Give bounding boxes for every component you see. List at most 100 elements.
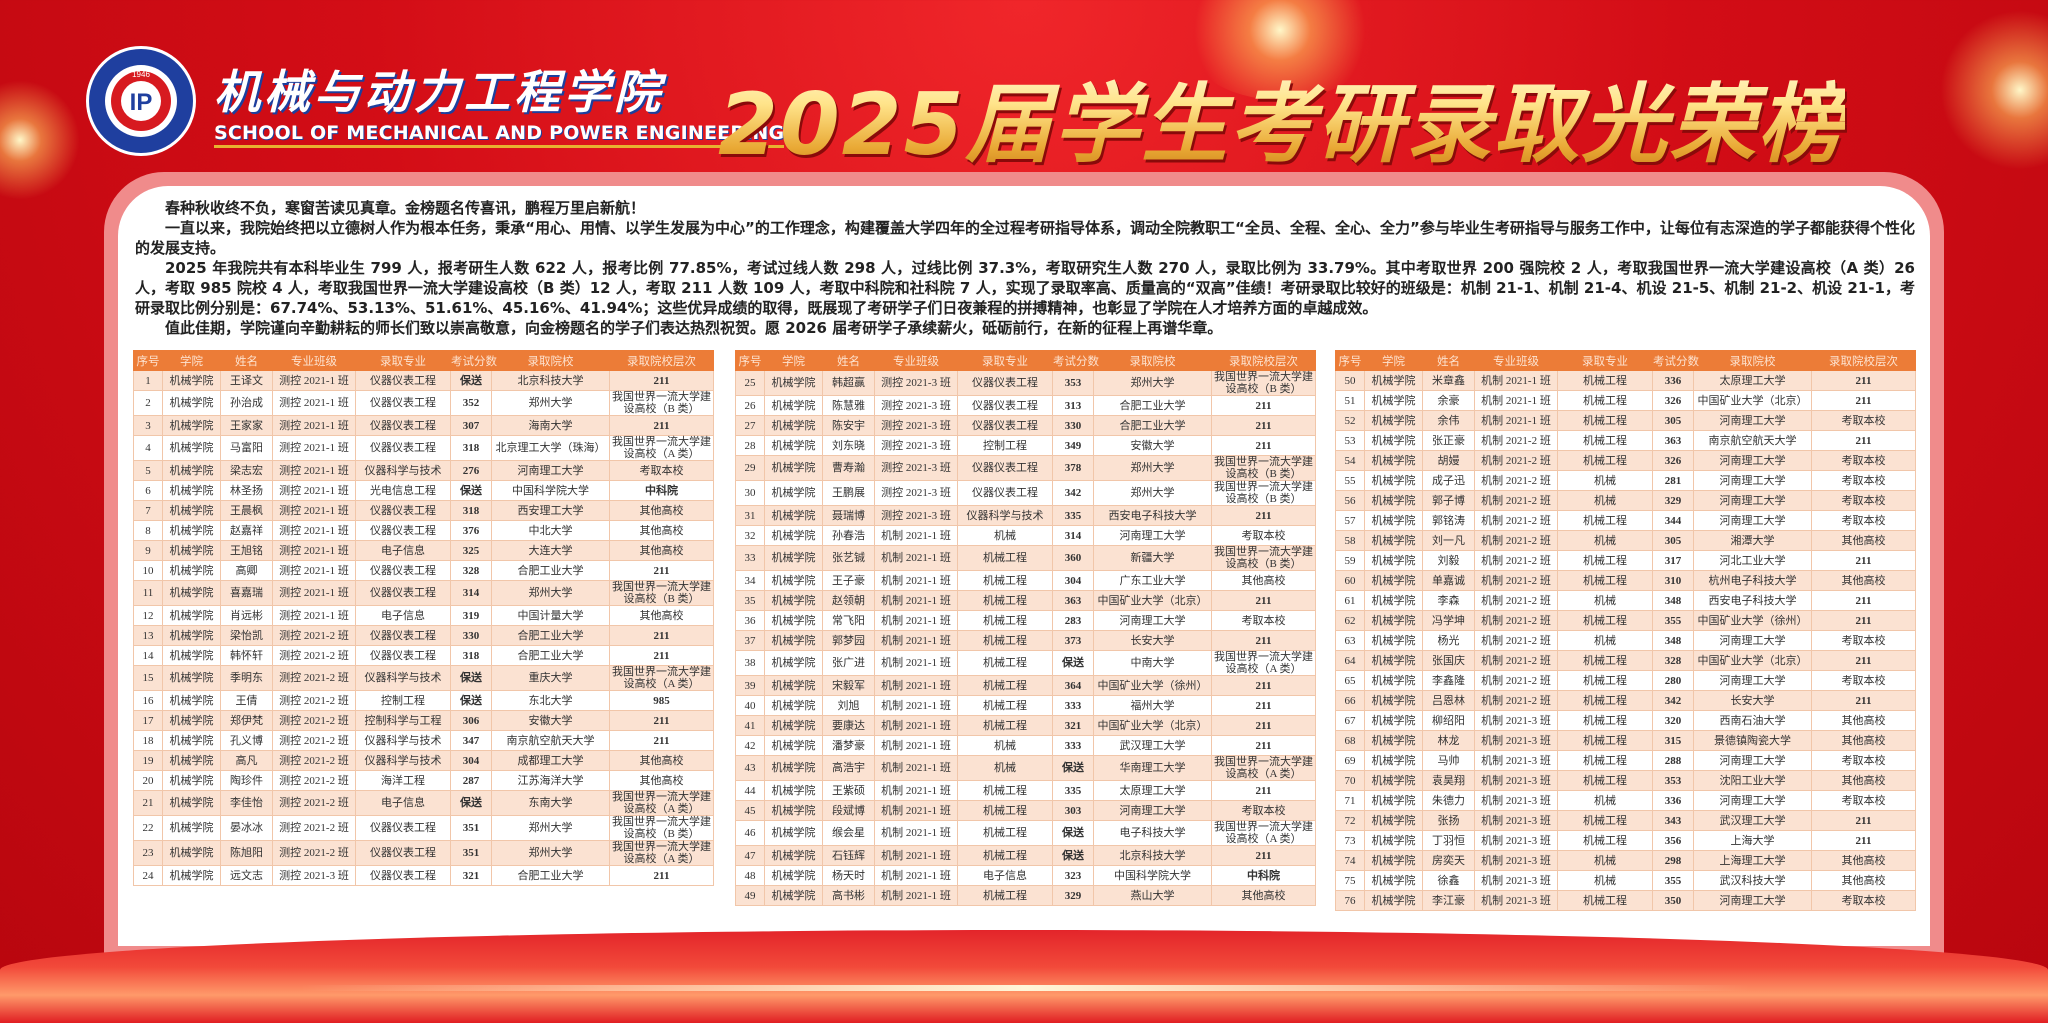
cell-school-level: 考取本校 (1811, 450, 1916, 471)
cell-school: 华南理工大学 (1093, 755, 1212, 781)
cell-school-level: 我国世界一流大学建设高校（A 类） (609, 840, 714, 866)
cell-school-level: 中科院 (1211, 865, 1316, 886)
cell-seq: 7 (133, 500, 163, 521)
cell-name: 高卿 (220, 560, 273, 581)
cell-score: 363 (1052, 590, 1094, 611)
cell-major: 机械工程 (1557, 390, 1653, 411)
cell-class: 测控 2021-3 班 (874, 455, 958, 481)
cell-score: 283 (1052, 610, 1094, 631)
table-row: 75 机械学院 徐鑫 机制 2021-3 班机械 355 武汉科技大学 其他高校 (1335, 870, 1916, 891)
table-row: 30 机械学院 王鹏展 测控 2021-3 班仪器仪表工程 342 郑州大学 我国世界一流大… (735, 480, 1316, 506)
table-row: 33 机械学院 张艺铖 机制 2021-1 班机械工程 360 新疆大学 我国世界一流大学建… (735, 545, 1316, 571)
cell-school-level: 其他高校 (609, 770, 714, 791)
cell-school: 江苏海洋大学 (491, 770, 610, 791)
cell-score: 325 (450, 540, 492, 561)
cell-seq: 41 (735, 715, 765, 736)
table-row: 74 机械学院 房奕天 机制 2021-3 班机械 298 上海理工大学 其他高校 (1335, 850, 1916, 871)
cell-name: 柳绍阳 (1422, 710, 1475, 731)
table-row: 25 机械学院 韩超赢 测控 2021-3 班仪器仪表工程 353 郑州大学 我国世界一流大… (735, 370, 1316, 396)
table-row: 24 机械学院 远文志 测控 2021-3 班仪器仪表工程 321 合肥工业大学 211 (133, 865, 714, 886)
cell-score: 320 (1652, 710, 1694, 731)
cell-college: 机械学院 (162, 645, 221, 666)
cell-name: 张扬 (1422, 810, 1475, 831)
cell-name: 孙治成 (220, 390, 273, 416)
cell-score: 保送 (450, 665, 492, 691)
table-row: 7 机械学院 王晨枫 测控 2021-1 班仪器仪表工程 318 西安理工大学 其他高校 (133, 500, 714, 521)
table-row: 76 机械学院 李江豪 机制 2021-3 班机械工程 350 河南理工大学 考取本校 (1335, 890, 1916, 911)
cell-class: 机制 2021-3 班 (1474, 890, 1558, 911)
table-row: 2 机械学院 孙治成 测控 2021-1 班仪器仪表工程 352 郑州大学 我国世界一流大学… (133, 390, 714, 416)
cell-class: 机制 2021-1 班 (874, 800, 958, 821)
cell-school-level: 211 (609, 645, 714, 666)
cell-name: 常飞阳 (822, 610, 875, 631)
cell-school-level: 211 (1811, 690, 1916, 711)
cell-school: 河南理工大学 (1693, 450, 1812, 471)
cell-major: 仪器科学与技术 (957, 505, 1053, 526)
cell-seq: 10 (133, 560, 163, 581)
cell-name: 张正豪 (1422, 430, 1475, 451)
intro-text: 春种秋收终不负，寒窗苦读见真章。金榜题名传喜讯，鹏程万里启新航！ 一直以来，我院… (135, 198, 1915, 338)
cell-seq: 18 (133, 730, 163, 751)
cell-college: 机械学院 (764, 370, 823, 396)
table-row: 10 机械学院 高卿 测控 2021-1 班仪器仪表工程 328 合肥工业大学 211 (133, 560, 714, 581)
cell-seq: 60 (1335, 570, 1365, 591)
cell-school: 中国矿业大学（北京） (1693, 650, 1812, 671)
cell-school: 太原理工大学 (1093, 780, 1212, 801)
cell-school: 河南理工大学 (1693, 750, 1812, 771)
cell-seq: 55 (1335, 470, 1365, 491)
cell-name: 吕恩林 (1422, 690, 1475, 711)
cell-college: 机械学院 (162, 435, 221, 461)
cell-score: 310 (1652, 570, 1694, 591)
page-title: 2025届学生考研录取光荣榜 (718, 54, 1845, 179)
cell-class: 测控 2021-3 班 (874, 395, 958, 416)
cell-score: 保送 (450, 690, 492, 711)
cell-seq: 72 (1335, 810, 1365, 831)
table-row: 49 机械学院 高书彬 机制 2021-1 班机械工程 329 燕山大学 其他高校 (735, 885, 1316, 906)
table-row: 37 机械学院 郭梦园 机制 2021-1 班机械工程 373 长安大学 211 (735, 630, 1316, 651)
cell-college: 机械学院 (1364, 770, 1423, 791)
cell-seq: 59 (1335, 550, 1365, 571)
cell-college: 机械学院 (764, 480, 823, 506)
cell-score: 378 (1052, 455, 1094, 481)
cell-class: 测控 2021-1 班 (272, 370, 356, 391)
table-row: 68 机械学院 林龙 机制 2021-3 班机械工程 315 景德镇陶瓷大学 其他高校 (1335, 730, 1916, 751)
cell-major: 电子信息 (957, 865, 1053, 886)
cell-class: 机制 2021-2 班 (1474, 550, 1558, 571)
cell-score: 保送 (1052, 845, 1094, 866)
cell-school: 合肥工业大学 (491, 560, 610, 581)
cell-school: 南京航空航天大学 (1693, 430, 1812, 451)
cell-class: 测控 2021-3 班 (874, 435, 958, 456)
cell-major: 仪器仪表工程 (355, 415, 451, 436)
table-row: 43 机械学院 高浩宇 机制 2021-1 班机械 保送 华南理工大学 我国世界一流大学建设… (735, 755, 1316, 781)
cell-class: 机制 2021-2 班 (1474, 530, 1558, 551)
cell-seq: 30 (735, 480, 765, 506)
cell-major: 机械 (1557, 630, 1653, 651)
cell-school-level: 其他高校 (1811, 850, 1916, 871)
cell-school-level: 考取本校 (1211, 525, 1316, 546)
cell-college: 机械学院 (162, 690, 221, 711)
school-name-en: SCHOOL OF MECHANICAL AND POWER ENGINEERI… (214, 122, 785, 148)
cell-seq: 14 (133, 645, 163, 666)
cell-school: 河南理工大学 (1693, 490, 1812, 511)
cell-major: 仪器仪表工程 (355, 580, 451, 606)
table-row: 71 机械学院 朱德力 机制 2021-3 班机械 336 河南理工大学 考取本校 (1335, 790, 1916, 811)
cell-seq: 12 (133, 605, 163, 626)
column-header-name: 姓名 (220, 350, 273, 371)
cell-class: 机制 2021-3 班 (1474, 730, 1558, 751)
cell-name: 孙春浩 (822, 525, 875, 546)
cell-name: 高凡 (220, 750, 273, 771)
cell-school-level: 211 (609, 560, 714, 581)
column-header-major: 录取专业 (355, 350, 451, 371)
cell-college: 机械学院 (764, 630, 823, 651)
cell-college: 机械学院 (764, 435, 823, 456)
light-flare (0, 80, 80, 200)
table-row: 70 机械学院 袁昊翔 机制 2021-3 班机械工程 353 沈阳工业大学 其他高校 (1335, 770, 1916, 791)
cell-school-level: 211 (1211, 590, 1316, 611)
cell-major: 机械工程 (957, 545, 1053, 571)
cell-class: 测控 2021-1 班 (272, 460, 356, 481)
table-row: 48 机械学院 杨天时 机制 2021-1 班电子信息 323 中国科学院大学 中科院 (735, 865, 1316, 886)
cell-major: 机械工程 (1557, 450, 1653, 471)
cell-name: 袁昊翔 (1422, 770, 1475, 791)
cell-college: 机械学院 (162, 605, 221, 626)
cell-major: 机械 (1557, 590, 1653, 611)
